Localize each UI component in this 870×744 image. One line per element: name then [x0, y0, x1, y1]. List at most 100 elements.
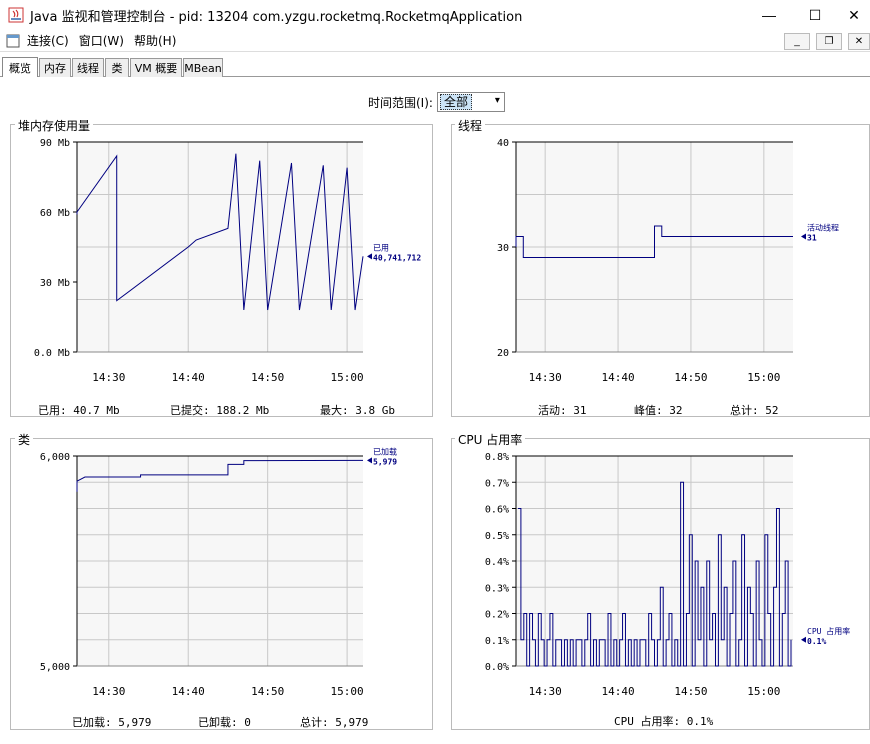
maximize-icon: ☐ [808, 6, 822, 23]
series-line [76, 459, 364, 492]
threads-peak: 峰值: 32 [634, 404, 683, 417]
chevron-down-icon: ▾ [494, 95, 500, 106]
menu-window[interactable]: 窗口(W) [78, 34, 124, 48]
classes-unloaded: 已卸载: 0 [198, 716, 251, 729]
cpu-panel-title: CPU 占用率 [455, 431, 526, 448]
tab-threads[interactable]: 线程 [72, 58, 104, 77]
y-tick-label: 0.7% [485, 478, 509, 489]
y-tick-label: 20 [497, 348, 509, 359]
x-tick-label: 14:40 [172, 371, 205, 384]
y-tick-label: 30 Mb [40, 278, 70, 289]
classes-loaded: 已加载: 5,979 [72, 716, 152, 729]
y-tick-label: 5,000 [40, 662, 70, 673]
menu-connection[interactable]: 连接(C) [27, 34, 69, 48]
close-icon: ✕ [848, 6, 860, 23]
minimize-icon: — [762, 7, 776, 23]
heap-used: 已用: 40.7 Mb [38, 404, 120, 417]
x-tick-label: 15:00 [331, 371, 364, 384]
mdi-restore-button[interactable]: ❐ [816, 33, 842, 50]
time-range: 时间范围(I): 全部 ▾ [368, 92, 505, 112]
heap-panel-title: 堆内存使用量 [15, 117, 94, 134]
window-titlebar[interactable]: Java 监视和管理控制台 - pid: 13204 com.yzgu.rock… [0, 0, 870, 30]
tab-vm-summary[interactable]: VM 概要 [130, 58, 182, 77]
series-line [518, 481, 792, 667]
window-title: Java 监视和管理控制台 - pid: 13204 com.yzgu.rock… [30, 9, 523, 25]
mdi-close-icon: ✕ [854, 36, 864, 47]
tab-bar: 概览 内存 线程 类 VM 概要 MBean [0, 55, 870, 123]
time-range-label: 时间范围(I): [368, 95, 433, 110]
y-tick-label: 0.6% [485, 505, 509, 516]
tab-memory[interactable]: 内存 [39, 58, 71, 77]
x-tick-label: 15:00 [331, 685, 364, 698]
classes-total: 总计: 5,979 [300, 716, 369, 729]
menu-bar: 连接(C) 窗口(W) 帮助(H) [0, 30, 870, 52]
legend-marker [801, 636, 806, 643]
time-range-select[interactable]: 全部 ▾ [436, 92, 505, 112]
series-line [515, 225, 793, 258]
legend-series-name: 活动线程 [807, 223, 839, 233]
legend-marker [367, 457, 372, 464]
y-tick-label: 0.5% [485, 531, 509, 542]
x-tick-label: 14:50 [251, 685, 284, 698]
tab-mbean[interactable]: MBean [183, 58, 223, 77]
time-range-value: 全部 [439, 94, 472, 110]
y-tick-label: 6,000 [40, 452, 70, 463]
x-tick-label: 14:40 [601, 685, 634, 698]
y-tick-label: 0.0 Mb [34, 348, 70, 359]
classes-panel-title: 类 [15, 431, 34, 448]
y-tick-label: 90 Mb [40, 138, 70, 149]
series-line [76, 153, 364, 311]
x-tick-label: 15:00 [747, 685, 780, 698]
mdi-minimize-icon: _ [794, 36, 800, 47]
legend-series-value: 5,979 [373, 457, 397, 466]
tab-classes[interactable]: 类 [105, 58, 129, 77]
x-tick-label: 14:40 [601, 371, 634, 384]
tab-overview[interactable]: 概览 [2, 57, 38, 77]
x-tick-label: 14:30 [92, 685, 125, 698]
menu-help[interactable]: 帮助(H) [133, 34, 177, 48]
legend-series-name: 已加载 [373, 446, 397, 456]
cpu-usage: CPU 占用率: 0.1% [614, 715, 714, 728]
x-tick-label: 14:40 [172, 685, 205, 698]
maximize-button[interactable]: ☐ [792, 0, 838, 30]
heap-chart: 14:30 14:40 14:50 15:00 0.0 Mb 30 Mb 60 Mb 90 M… [34, 138, 421, 384]
x-tick-label: 14:30 [92, 371, 125, 384]
legend-series-name: 已用 [373, 243, 389, 252]
y-tick-label: 0.1% [485, 636, 509, 647]
x-tick-label: 14:50 [674, 685, 707, 698]
x-tick-label: 14:50 [251, 371, 284, 384]
x-tick-label: 14:30 [529, 371, 562, 384]
legend-series-name: CPU 占用率 [807, 626, 850, 636]
cpu-chart: 14:30 14:40 14:50 15:00 0.0% 0.1% 0.2% 0.3% 0.4%… [485, 452, 850, 698]
heap-max: 最大: 3.8 Gb [320, 404, 395, 417]
x-tick-label: 15:00 [747, 371, 780, 384]
x-tick-label: 14:50 [674, 371, 707, 384]
minimize-button[interactable]: — [746, 0, 792, 30]
y-tick-label: 0.2% [485, 610, 509, 621]
java-icon [8, 7, 24, 23]
y-tick-label: 0.4% [485, 557, 509, 568]
y-tick-label: 40 [497, 138, 509, 149]
mdi-close-button[interactable]: ✕ [848, 33, 870, 50]
threads-panel-title: 线程 [455, 117, 486, 134]
y-tick-label: 60 Mb [40, 208, 70, 219]
threads-total: 总计: 52 [730, 404, 779, 417]
y-tick-label: 0.0% [485, 662, 509, 673]
legend-series-value: 40,741,712 [373, 253, 421, 262]
document-icon [6, 34, 20, 47]
close-button[interactable]: ✕ [838, 0, 870, 30]
threads-live: 活动: 31 [538, 404, 587, 417]
legend-series-value: 0.1% [807, 637, 826, 646]
y-tick-label: 0.3% [485, 583, 509, 594]
y-tick-label: 30 [497, 243, 509, 254]
heap-committed: 已提交: 188.2 Mb [170, 404, 270, 417]
legend-marker [367, 253, 372, 260]
legend-marker [801, 233, 806, 240]
mdi-restore-icon: ❐ [824, 36, 834, 47]
legend-series-value: 31 [807, 234, 817, 243]
mdi-minimize-button[interactable]: _ [784, 33, 810, 50]
x-tick-label: 14:30 [529, 685, 562, 698]
y-tick-label: 0.8% [485, 452, 509, 463]
